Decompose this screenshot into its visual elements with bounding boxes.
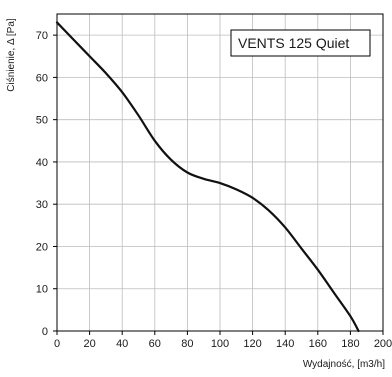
x-tick-label: 60 bbox=[149, 338, 161, 350]
x-tick-label: 80 bbox=[181, 338, 193, 350]
x-tick-label: 100 bbox=[211, 338, 229, 350]
x-tick-label: 140 bbox=[276, 338, 294, 350]
grid-layer bbox=[57, 14, 383, 331]
ticks-layer: 0 20 40 60 80 100 120 140 160 180 200 0 10 20 30 40 50 60… bbox=[36, 30, 392, 350]
y-tick-label: 20 bbox=[36, 241, 48, 253]
y-tick-label: 10 bbox=[36, 284, 48, 296]
y-axis-title: Ciśnienie, Δ [Pa] bbox=[6, 18, 17, 92]
y-tick-label: 30 bbox=[36, 199, 48, 211]
legend-label: VENTS 125 Quiet bbox=[238, 35, 349, 51]
x-tick-label: 180 bbox=[341, 338, 359, 350]
legend-box: VENTS 125 Quiet bbox=[230, 29, 371, 57]
x-tick-label: 0 bbox=[54, 338, 60, 350]
y-tick-label: 0 bbox=[42, 326, 48, 338]
x-tick-label: 20 bbox=[83, 338, 95, 350]
y-tick-label: 40 bbox=[36, 157, 48, 169]
x-tick-label: 120 bbox=[243, 338, 261, 350]
x-tick-label: 200 bbox=[374, 338, 392, 350]
x-tick-label: 160 bbox=[309, 338, 327, 350]
y-tick-label: 60 bbox=[36, 72, 48, 84]
legend-frame bbox=[230, 29, 371, 57]
x-tick-label: 40 bbox=[116, 338, 128, 350]
y-tick-label: 70 bbox=[36, 30, 48, 42]
series-line-0 bbox=[55, 21, 360, 333]
series-layer bbox=[55, 21, 360, 333]
y-tick-label: 50 bbox=[36, 115, 48, 127]
x-axis-title: Wydajność, [m3/h] bbox=[303, 359, 385, 370]
